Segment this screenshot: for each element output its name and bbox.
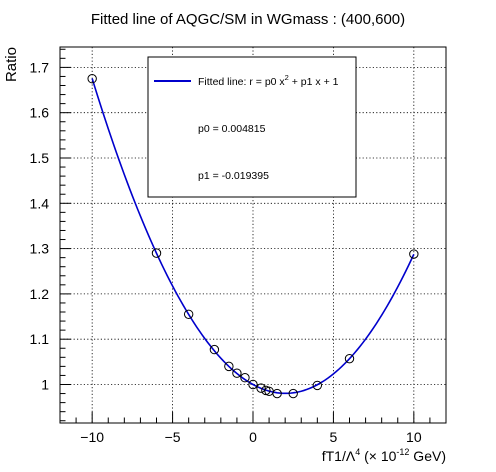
data-point [87, 74, 97, 84]
y-tick-label: 1.1 [30, 331, 50, 347]
x-label-prefix: fT1/Λ [322, 448, 356, 464]
x-label-middle: (× 10 [360, 448, 396, 464]
data-point [248, 379, 258, 390]
y-tick-label: 1.6 [30, 105, 50, 121]
fit-line [91, 78, 415, 395]
x-label-middle-sup: -12 [396, 447, 409, 457]
x-tick-label: 0 [249, 429, 257, 445]
legend-entry-fit: Fitted line: r = p0 x2 + p1 x + 1 [198, 73, 339, 88]
data-points [87, 74, 419, 399]
legend-entry-sup: 2 [285, 73, 289, 82]
y-tick-label: 1.5 [30, 150, 50, 166]
data-point [209, 344, 220, 355]
axis-ticks [59, 48, 447, 423]
legend-entry-prefix: Fitted line: r = p0 x [198, 76, 285, 88]
data-point [224, 361, 234, 372]
data-point [256, 383, 266, 393]
y-tick-label: 1.2 [30, 286, 50, 302]
y-tick-label: 1.7 [30, 59, 50, 75]
data-point [409, 249, 419, 259]
data-point [312, 380, 323, 391]
x-tick-label: −10 [80, 429, 104, 445]
y-tick-label: 1 [41, 376, 49, 392]
data-point [272, 388, 282, 399]
tick-labels: −10 −5 0 5 10 1 1.1 1.2 1.3 1.4 1.5 1.6 1.7 [30, 59, 422, 445]
y-tick-label: 1.4 [30, 195, 50, 211]
plot-frame [59, 46, 447, 424]
data-point [232, 368, 242, 378]
data-point [183, 309, 194, 319]
legend-entry-suffix: + p1 x + 1 [289, 76, 339, 88]
legend-p1: p1 = -0.019395 [198, 170, 269, 182]
y-axis-label: Ratio [3, 47, 20, 82]
y-tick-label: 1.3 [30, 241, 50, 257]
x-label-prefix-sup: 4 [355, 447, 360, 457]
data-point [240, 372, 250, 383]
grid-lines [60, 47, 446, 423]
data-point [288, 388, 298, 399]
x-tick-label: −5 [165, 429, 181, 445]
data-point [151, 248, 162, 258]
data-point [344, 353, 355, 364]
legend-p0: p0 = 0.004815 [198, 123, 266, 135]
x-tick-label: 10 [406, 429, 422, 445]
x-label-suffix: GeV) [409, 448, 446, 464]
x-axis-label: fT1/Λ4 (× 10-12 GeV) [322, 447, 446, 464]
x-tick-label: 5 [330, 429, 338, 445]
legend: Fitted line: r = p0 x2 + p1 x + 1 p0 = 0… [147, 56, 357, 198]
chart-title: Fitted line of AQGC/SM in WGmass : (400,… [91, 11, 405, 28]
